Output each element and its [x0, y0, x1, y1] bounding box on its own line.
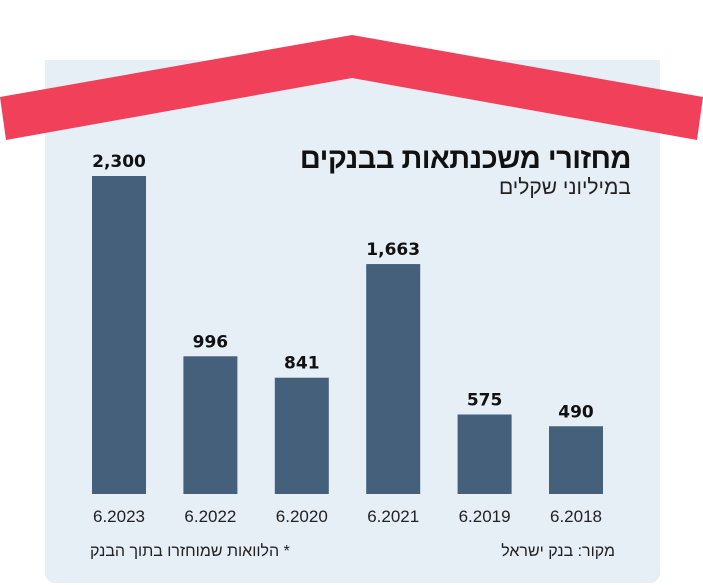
bar-6.2023: [92, 176, 146, 494]
x-tick-label: 6.2019: [459, 507, 511, 526]
x-tick-label: 6.2018: [550, 507, 602, 526]
bar-value-label: 996: [193, 332, 229, 352]
x-tick-label: 6.2021: [367, 507, 419, 526]
source-note: מקור: בנק ישראל: [501, 543, 615, 560]
bar-6.2018: [549, 426, 603, 494]
bar-value-label: 490: [558, 402, 594, 422]
roof-shape: [0, 35, 703, 140]
bar-6.2020: [274, 377, 329, 494]
bar-value-label: 2,300: [92, 152, 146, 172]
bar-6.2021: [366, 264, 421, 494]
bar-value-label: 1,663: [366, 240, 420, 260]
x-tick-label: 6.2020: [276, 507, 328, 526]
chart-title: מחזורי משכנתאות בבנקים: [299, 143, 632, 175]
x-tick-label: 6.2023: [93, 507, 145, 526]
bar-6.2022: [183, 356, 238, 494]
bar-value-label: 575: [467, 391, 503, 411]
house-background: [45, 60, 660, 583]
bar-value-label: 841: [284, 354, 320, 374]
footnote: * הלוואות שמוחזרו בתוך הבנק: [90, 543, 290, 560]
x-tick-label: 6.2022: [184, 507, 236, 526]
bar-6.2019: [457, 414, 512, 494]
chart-subtitle: במיליוני שקלים: [498, 176, 631, 199]
